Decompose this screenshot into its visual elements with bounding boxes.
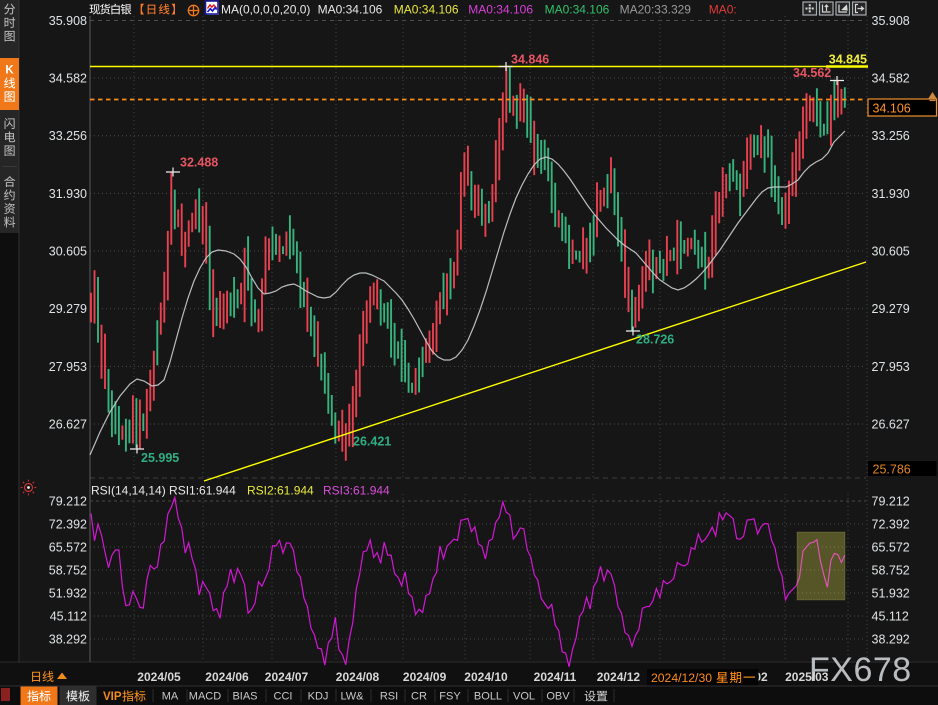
- svg-text:29.279: 29.279: [49, 302, 87, 316]
- svg-text:32.488: 32.488: [180, 156, 218, 170]
- svg-text:MA0:34.106: MA0:34.106: [318, 3, 383, 17]
- svg-text:RSI2:61.944: RSI2:61.944: [247, 484, 314, 498]
- svg-text:2024/07: 2024/07: [265, 670, 309, 684]
- svg-text:BOLL: BOLL: [474, 691, 502, 703]
- svg-text:2024/10: 2024/10: [464, 670, 508, 684]
- svg-text:35.908: 35.908: [872, 14, 910, 28]
- svg-text:K: K: [5, 65, 14, 77]
- svg-text:33.256: 33.256: [872, 129, 910, 143]
- svg-text:RSI(14,14,14) RSI1:61.944: RSI(14,14,14) RSI1:61.944: [91, 484, 236, 498]
- svg-text:58.752: 58.752: [872, 564, 910, 578]
- svg-text:2024/12/30: 2024/12/30: [651, 671, 712, 685]
- svg-text:65.572: 65.572: [49, 541, 87, 555]
- svg-text:34.582: 34.582: [872, 72, 910, 86]
- svg-text:65.572: 65.572: [872, 541, 910, 555]
- svg-text:VIP: VIP: [103, 691, 122, 703]
- svg-text:30.605: 30.605: [872, 245, 910, 259]
- svg-text:34.106: 34.106: [873, 102, 911, 116]
- svg-text:MA0:34.106: MA0:34.106: [468, 3, 533, 17]
- svg-text:34.562: 34.562: [793, 66, 831, 80]
- svg-text:34.846: 34.846: [511, 53, 549, 67]
- svg-text:45.112: 45.112: [872, 610, 909, 624]
- svg-text:MACD: MACD: [189, 691, 221, 703]
- svg-text:26.421: 26.421: [353, 435, 391, 449]
- svg-text:38.292: 38.292: [872, 633, 910, 647]
- svg-text:RSI: RSI: [380, 691, 398, 703]
- svg-text:26.627: 26.627: [872, 418, 910, 432]
- svg-text:2024/06: 2024/06: [205, 670, 249, 684]
- svg-text:33.256: 33.256: [49, 129, 87, 143]
- svg-text:2024/05: 2024/05: [137, 670, 181, 684]
- svg-text:MA: MA: [162, 691, 179, 703]
- svg-text:31.930: 31.930: [49, 187, 87, 201]
- svg-text:35.908: 35.908: [49, 14, 87, 28]
- svg-text:RSI3:61.944: RSI3:61.944: [323, 484, 390, 498]
- svg-text:MA0:: MA0:: [709, 3, 737, 17]
- svg-text:2024/08: 2024/08: [336, 670, 380, 684]
- svg-text:MA20:33.329: MA20:33.329: [620, 3, 692, 17]
- svg-text:2024/09: 2024/09: [403, 670, 447, 684]
- svg-text:72.392: 72.392: [872, 518, 910, 532]
- svg-text:FSY: FSY: [439, 691, 461, 703]
- svg-text:27.953: 27.953: [872, 360, 910, 374]
- svg-text:KDJ: KDJ: [308, 691, 329, 703]
- svg-text:58.752: 58.752: [49, 564, 87, 578]
- svg-text:26.627: 26.627: [49, 418, 87, 432]
- svg-text:38.292: 38.292: [49, 633, 87, 647]
- svg-text:45.112: 45.112: [50, 610, 87, 624]
- svg-text:51.932: 51.932: [872, 587, 910, 601]
- svg-text:79.212: 79.212: [872, 495, 910, 509]
- svg-text:28.726: 28.726: [636, 333, 674, 347]
- svg-text:VOL: VOL: [513, 691, 535, 703]
- svg-text:2025/03: 2025/03: [785, 670, 829, 684]
- svg-text:OBV: OBV: [546, 691, 570, 703]
- svg-text:CR: CR: [411, 691, 427, 703]
- svg-text:MA0:34.106: MA0:34.106: [394, 3, 459, 17]
- svg-text:25.995: 25.995: [141, 451, 179, 465]
- svg-text:LW&: LW&: [340, 691, 364, 703]
- svg-text:51.932: 51.932: [49, 587, 87, 601]
- svg-text:72.392: 72.392: [49, 518, 87, 532]
- svg-text:34.845: 34.845: [829, 53, 867, 67]
- svg-text:MA0:34.106: MA0:34.106: [545, 3, 610, 17]
- svg-text:MA(0,0,0,0,20,0): MA(0,0,0,0,20,0): [221, 3, 310, 17]
- svg-text:2024/12: 2024/12: [597, 670, 641, 684]
- svg-text:31.930: 31.930: [872, 187, 910, 201]
- svg-text:2024/11: 2024/11: [534, 670, 577, 684]
- svg-text:79.212: 79.212: [49, 495, 87, 509]
- svg-text:34.582: 34.582: [49, 72, 87, 86]
- svg-text:FX678: FX678: [809, 651, 912, 689]
- svg-text:BIAS: BIAS: [232, 691, 257, 703]
- svg-text:CCI: CCI: [274, 691, 293, 703]
- svg-text:30.605: 30.605: [49, 245, 87, 259]
- svg-text:27.953: 27.953: [49, 360, 87, 374]
- svg-text:25.786: 25.786: [873, 463, 911, 477]
- svg-text:29.279: 29.279: [872, 302, 910, 316]
